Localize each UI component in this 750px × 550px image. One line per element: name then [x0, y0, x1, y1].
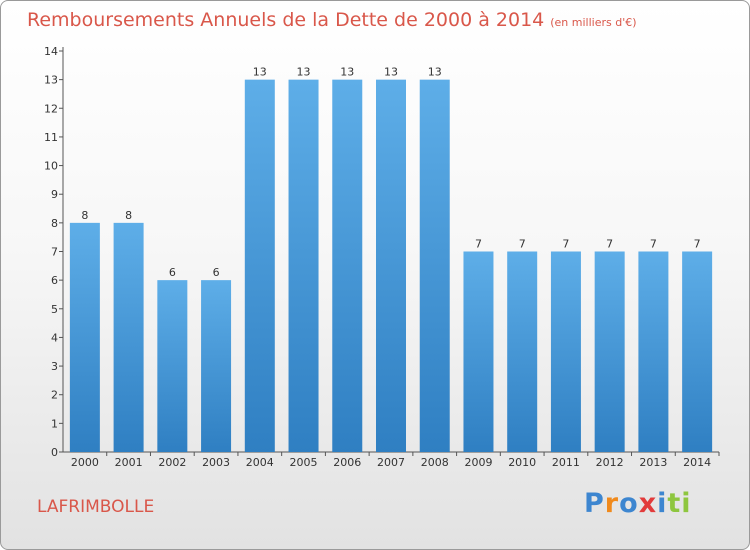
y-tick-label: 9: [51, 188, 58, 201]
bar: [69, 222, 100, 452]
x-tick-label: 2004: [246, 456, 274, 469]
y-tick-label: 14: [44, 45, 58, 58]
bar-value-label: 7: [650, 238, 657, 251]
y-tick-label: 11: [44, 131, 58, 144]
y-tick-label: 7: [51, 246, 58, 259]
bar: [201, 280, 232, 452]
bar: [288, 79, 319, 453]
bar-value-label: 6: [169, 266, 176, 279]
x-tick-label: 2006: [333, 456, 361, 469]
x-tick-label: 2009: [464, 456, 492, 469]
x-tick-label: 2010: [508, 456, 536, 469]
bar-value-label: 7: [694, 238, 701, 251]
bar-value-label: 7: [562, 238, 569, 251]
y-tick-label: 0: [51, 446, 58, 459]
bar-value-label: 13: [297, 66, 311, 79]
x-tick-label: 2012: [596, 456, 624, 469]
bar: [376, 79, 406, 453]
y-tick-label: 13: [44, 74, 58, 87]
bar: [594, 251, 625, 452]
bar-value-label: 8: [125, 209, 132, 222]
y-tick-label: 12: [44, 102, 58, 115]
logo-letter: x: [638, 488, 658, 519]
x-tick-label: 2014: [683, 456, 711, 469]
x-tick-label: 2005: [290, 456, 318, 469]
bar: [157, 280, 188, 452]
chart-bars: 8 8 6 6 13 13 13 13 13 7 7 7 7 7 7: [69, 66, 713, 453]
proxiti-logo: Proxiti: [584, 488, 692, 519]
y-tick-label: 3: [51, 360, 58, 373]
bar: [682, 251, 713, 452]
x-tick-label: 2007: [377, 456, 405, 469]
y-tick-label: 6: [51, 274, 58, 287]
x-tick-label: 2002: [158, 456, 186, 469]
logo-letter: P: [584, 488, 605, 519]
bar-value-label: 8: [81, 209, 88, 222]
y-tick-label: 8: [51, 217, 58, 230]
bar-value-label: 7: [475, 238, 482, 251]
bar-value-label: 13: [253, 66, 267, 79]
bar-value-label: 13: [428, 66, 442, 79]
x-tick-label: 2008: [421, 456, 449, 469]
y-tick-label: 1: [51, 417, 58, 430]
bar-value-label: 7: [606, 238, 613, 251]
bar: [332, 79, 363, 453]
bar: [550, 251, 581, 452]
bar: [507, 251, 538, 452]
bar: [113, 222, 144, 452]
bar: [419, 79, 450, 453]
chart-title-text: Remboursements Annuels de la Dette de 20…: [27, 9, 545, 31]
logo-letter: i: [657, 488, 668, 519]
chart-title: Remboursements Annuels de la Dette de 20…: [27, 9, 637, 31]
y-tick-label: 2: [51, 389, 58, 402]
x-tick-label: 2013: [639, 456, 667, 469]
logo-letter: o: [619, 488, 639, 519]
y-tick-label: 4: [51, 331, 58, 344]
x-tick-label: 2001: [115, 456, 143, 469]
bar-value-label: 7: [519, 238, 526, 251]
bar-value-label: 13: [340, 66, 354, 79]
bar: [638, 251, 669, 452]
logo-letter: r: [604, 488, 620, 519]
location-name: LAFRIMBOLLE: [37, 497, 155, 517]
x-tick-label: 2000: [71, 456, 99, 469]
bar: [244, 79, 275, 453]
bar-value-label: 13: [384, 66, 398, 79]
chart-unit: (en milliers d'€): [550, 16, 637, 29]
x-tick-label: 2003: [202, 456, 230, 469]
logo-letter: ti: [667, 488, 692, 519]
y-tick-label: 5: [51, 303, 58, 316]
bar-value-label: 6: [213, 266, 220, 279]
x-tick-label: 2011: [552, 456, 580, 469]
bar: [463, 251, 494, 452]
y-tick-label: 10: [44, 160, 58, 173]
